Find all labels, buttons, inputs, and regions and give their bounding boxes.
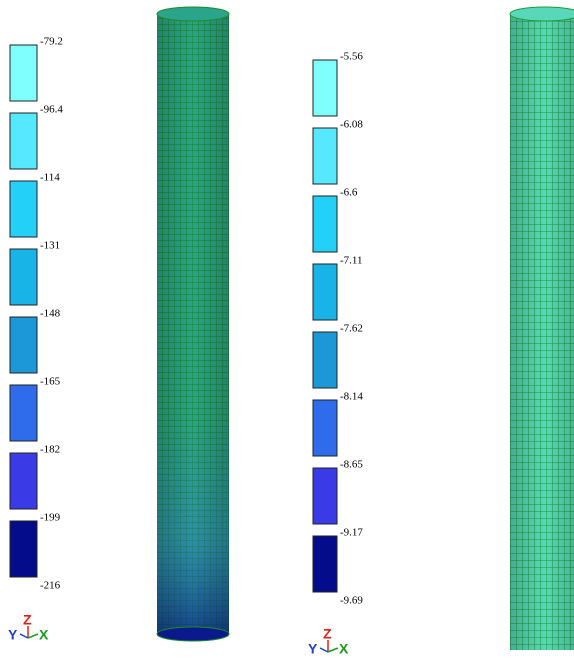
legend-swatch (313, 60, 337, 116)
legend-swatch (313, 536, 337, 592)
axis-arrow (320, 648, 328, 652)
legend-swatch (10, 181, 37, 237)
legend-label: -199 (40, 512, 61, 524)
axis-label: Z (323, 626, 332, 642)
legend-label: -9.17 (340, 527, 363, 539)
legend-swatch (10, 521, 37, 577)
legend-label: -9.69 (340, 595, 363, 607)
legend-swatch (10, 385, 37, 441)
cylinder-model (157, 7, 229, 641)
axis-arrow (328, 648, 338, 652)
axis-label: Z (23, 612, 32, 628)
cylinder-model (510, 7, 574, 650)
legend-label: -6.08 (340, 119, 363, 131)
axis-arrow (28, 634, 38, 638)
legend-label: -8.65 (340, 459, 363, 471)
axis-label: Y (308, 641, 318, 657)
legend-label: -131 (40, 240, 60, 252)
legend-label: -6.6 (340, 187, 358, 199)
axis-label: X (339, 641, 349, 657)
legend-swatch (313, 128, 337, 184)
legend-swatch (10, 113, 37, 169)
axis-arrow (20, 634, 28, 638)
legend-swatch (10, 249, 37, 305)
legend-label: -182 (40, 444, 60, 456)
legend-label: -165 (40, 376, 61, 388)
legend-swatch (10, 317, 37, 373)
legend-swatch (313, 196, 337, 252)
legend-swatch (313, 468, 337, 524)
legend-label: -7.11 (340, 255, 363, 267)
legend-label: -216 (40, 580, 61, 592)
axis-label: Y (8, 627, 18, 643)
legend-label: -8.14 (340, 391, 363, 403)
legend-swatch (313, 332, 337, 388)
legend-label: -96.4 (40, 104, 63, 116)
axis-label: X (39, 627, 49, 643)
legend-label: -79.2 (40, 36, 63, 48)
legend-swatch (313, 400, 337, 456)
legend-label: -114 (40, 172, 60, 184)
result-view: -79.2 -96.4 -114 -131 -148 -165 -182 -199 -216 -5… (0, 0, 574, 660)
legend-label: -148 (40, 308, 61, 320)
legend-swatch (313, 264, 337, 320)
legend-swatch (10, 45, 37, 101)
legend-label: -5.56 (340, 51, 363, 63)
legend-swatch (10, 453, 37, 509)
legend-label: -7.62 (340, 323, 363, 335)
